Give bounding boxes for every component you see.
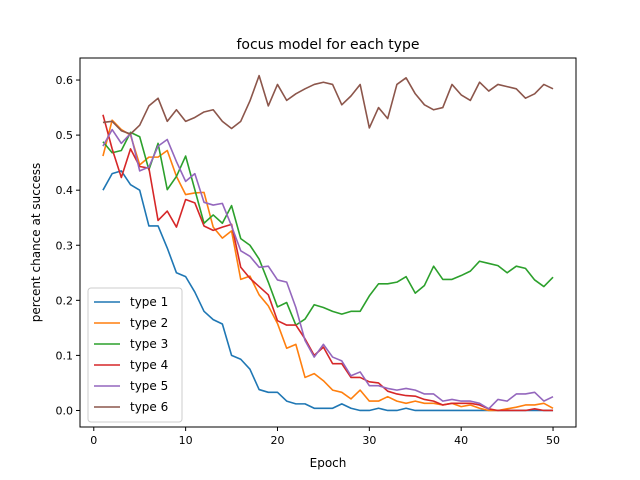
x-axis-ticks: 0 10 20 30 40 50 [90, 427, 560, 447]
y-tick-label: 0.4 [56, 184, 74, 197]
x-tick-label: 40 [454, 434, 468, 447]
x-tick-label: 10 [179, 434, 193, 447]
series-line-type-2 [102, 119, 554, 412]
x-tick-label: 30 [362, 434, 376, 447]
legend-label: type 5 [130, 379, 168, 393]
series-line-type-1 [102, 170, 554, 412]
y-tick-label: 0.3 [56, 239, 74, 252]
y-axis-ticks: 0.0 0.1 0.2 0.3 0.4 0.5 0.6 [56, 74, 80, 417]
series-line-type-5 [102, 128, 554, 410]
legend-box [87, 287, 183, 423]
series-line-type-6 [102, 74, 554, 135]
x-tick-label: 20 [270, 434, 284, 447]
y-tick-label: 0.2 [56, 294, 74, 307]
legend-label: type 3 [130, 337, 168, 351]
series-line-type-3 [102, 131, 554, 326]
legend-label: type 2 [130, 316, 168, 330]
legend: type 1 type 2 type 3 type 4 type 5 type 6 [87, 287, 183, 423]
legend-label: type 1 [130, 295, 168, 309]
chart-title: focus model for each type [236, 37, 419, 53]
y-axis-label: percent chance at success [29, 163, 43, 323]
y-tick-label: 0.0 [56, 404, 74, 417]
plot-frame [79, 57, 577, 428]
legend-label: type 6 [130, 400, 168, 414]
y-tick-label: 0.5 [56, 129, 74, 142]
x-tick-label: 50 [546, 434, 560, 447]
plot-series [102, 74, 554, 412]
y-tick-label: 0.6 [56, 74, 74, 87]
x-tick-label: 0 [90, 434, 97, 447]
y-tick-label: 0.1 [56, 349, 74, 362]
legend-label: type 4 [130, 358, 168, 372]
series-line-type-4 [102, 114, 554, 412]
x-axis-label: Epoch [310, 456, 347, 470]
